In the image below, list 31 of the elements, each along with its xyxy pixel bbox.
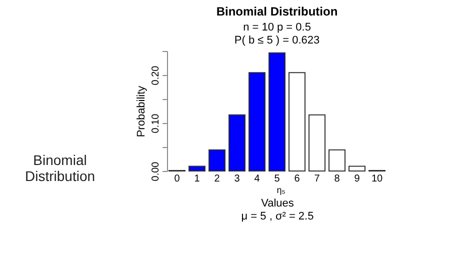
text: Binomial Distribution	[24, 152, 96, 184]
bar	[348, 166, 366, 172]
bar	[188, 166, 206, 172]
bar	[328, 149, 346, 172]
x-tick-label: 7	[314, 174, 320, 184]
y-tick-label: 0.00	[150, 161, 162, 182]
y-axis-title: Probability	[136, 85, 148, 138]
x-tick-label: 4	[254, 174, 260, 184]
x-tick-label: 6	[294, 174, 300, 184]
x-tick-label: 1	[194, 174, 200, 184]
x-tick-label: 5	[274, 174, 280, 184]
y-tick-label: 0.20	[150, 65, 162, 86]
bar	[208, 149, 226, 172]
chart-title: Binomial Distribution	[216, 4, 338, 18]
text: P( b ≤ 5 ) = 0.623	[234, 34, 320, 46]
x-tick-label: 3	[234, 174, 240, 184]
x-tick-label: 2	[214, 174, 220, 184]
text: μ = 5 , σ² = 2.5	[241, 210, 314, 222]
x-tick-label: 0	[174, 174, 180, 184]
chart-subtitle: n = 10 p = 0.5	[243, 22, 311, 34]
x-tick-label: 10	[371, 174, 383, 184]
text: η₅	[276, 185, 286, 195]
bar	[228, 114, 246, 172]
bar	[248, 72, 266, 172]
bar	[288, 72, 306, 172]
bar	[268, 52, 286, 172]
x-axis-title: Values	[261, 198, 294, 210]
bar	[308, 114, 326, 172]
y-tick-label: 0.10	[150, 113, 162, 134]
x-tick-label: 8	[334, 174, 340, 184]
x-tick-label: 9	[354, 174, 360, 184]
